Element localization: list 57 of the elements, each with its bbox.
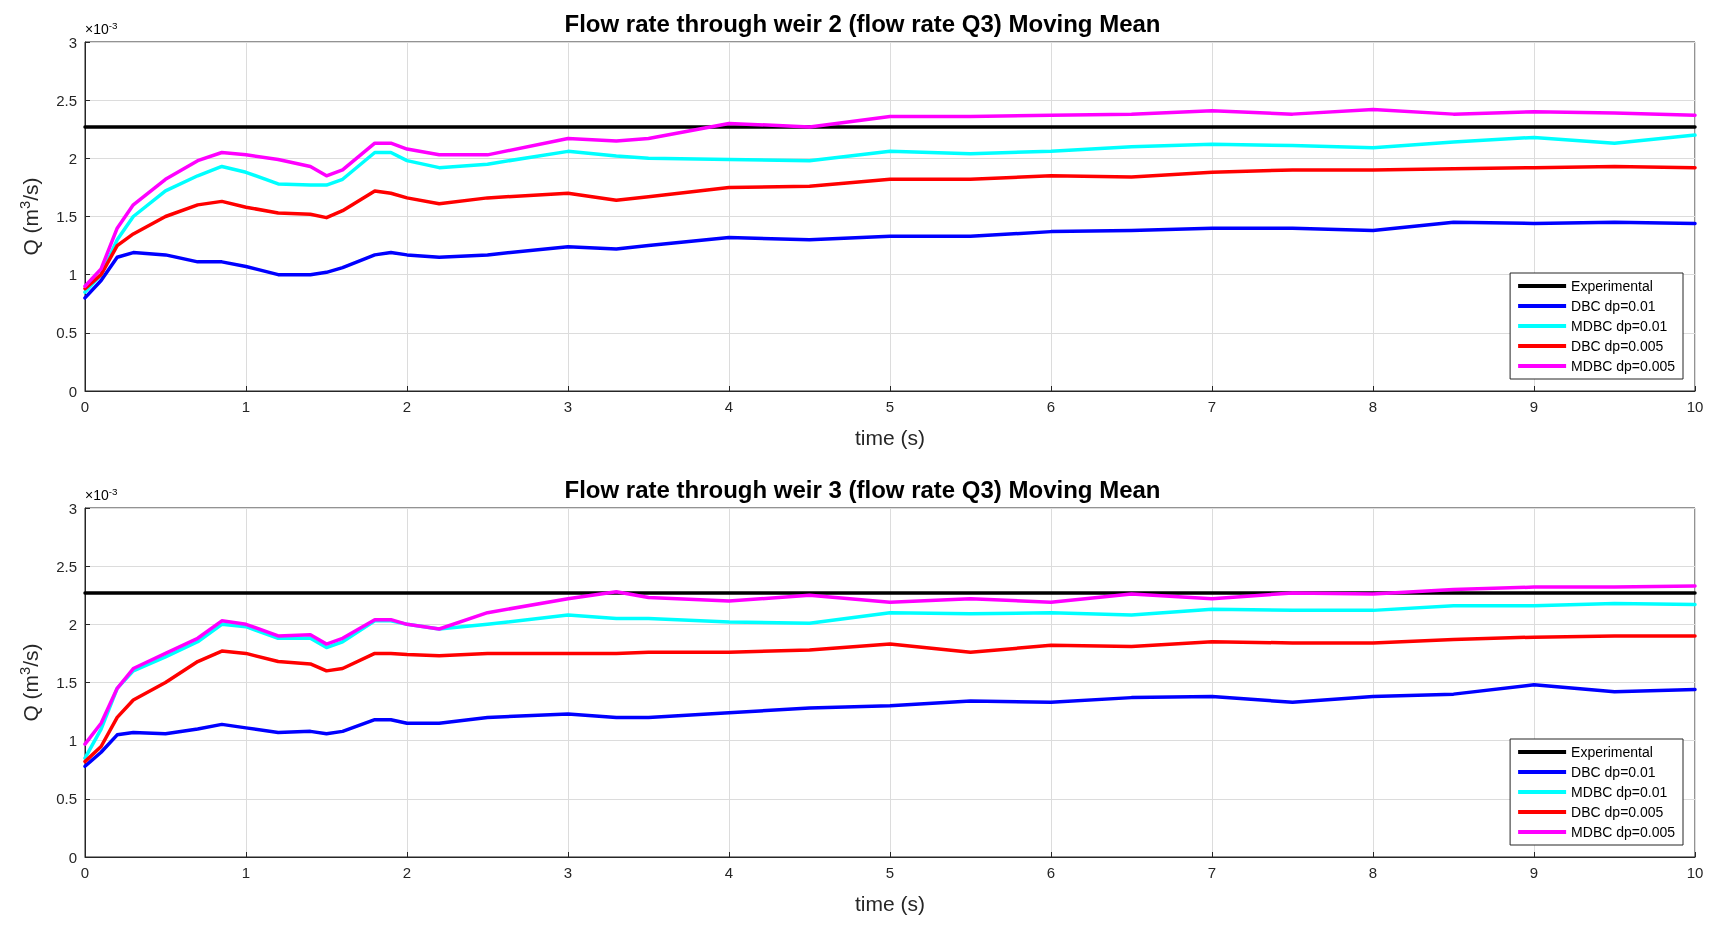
y-tick-label: 2: [68, 615, 77, 633]
x-axis-title: time (s): [855, 892, 925, 915]
x-tick-label: 8: [1368, 864, 1378, 881]
line-series: [83, 220, 1697, 300]
x-tick-label: 9: [1529, 398, 1539, 415]
y-tick-label: 1.5: [56, 674, 77, 691]
legend-label: DBC dp=0.01: [1571, 298, 1656, 314]
x-tick-label: 3: [563, 864, 573, 881]
x-tick-label: 7: [1207, 398, 1217, 415]
x-tick-label: 4: [724, 398, 734, 415]
x-tick-label: 7: [1207, 864, 1217, 881]
legend-label: DBC dp=0.005: [1571, 338, 1664, 354]
y-tick-label: 3: [68, 33, 77, 51]
x-tick-label: 0: [80, 398, 90, 415]
y-tick-label: 1.5: [56, 208, 77, 225]
legend-label: MDBC dp=0.01: [1571, 784, 1668, 800]
x-tick-label: 0: [80, 864, 90, 881]
legend-label: DBC dp=0.01: [1571, 764, 1656, 780]
line-series: [83, 584, 1697, 746]
y-tick-label: 2.5: [56, 557, 77, 575]
legend-label: Experimental: [1571, 744, 1653, 760]
x-tick-label: 10: [1686, 398, 1704, 415]
legend-label: DBC dp=0.005: [1571, 804, 1664, 820]
x-tick-label: 2: [402, 398, 412, 415]
x-tick-label: 1: [241, 398, 251, 415]
x-tick-label: 2: [402, 864, 412, 881]
x-axis-title: time (s): [855, 426, 925, 449]
y-tick-label: 1: [68, 266, 77, 284]
y-tick-label: 0: [68, 848, 77, 866]
x-tick-label: 10: [1686, 864, 1704, 881]
y-tick-label: 1: [68, 732, 77, 750]
y-tick-label: 0.5: [56, 790, 77, 808]
x-tick-label: 6: [1046, 398, 1056, 415]
legend-label: MDBC dp=0.01: [1571, 318, 1668, 334]
x-tick-label: 5: [885, 398, 895, 415]
line-series: [83, 133, 1697, 294]
x-tick-label: 3: [563, 398, 573, 415]
y-tick-label: 2.5: [56, 91, 77, 109]
legend-label: MDBC dp=0.005: [1571, 358, 1676, 374]
y-tick-label: 0.5: [56, 324, 77, 342]
chart-title: Flow rate through weir 2 (flow rate Q3) Moving Mean: [564, 9, 1161, 37]
x-tick-label: 1: [241, 864, 251, 881]
x-tick-label: 4: [724, 864, 734, 881]
legend-label: MDBC dp=0.005: [1571, 824, 1676, 840]
y-axis-title: Q (m3/s): [17, 643, 42, 722]
x-tick-label: 8: [1368, 398, 1378, 415]
y-tick-label: 0: [68, 382, 77, 400]
x-tick-label: 6: [1046, 864, 1056, 881]
y-axis-title: Q (m3/s): [17, 177, 42, 256]
chart-title: Flow rate through weir 3 (flow rate Q3) Moving Mean: [564, 475, 1161, 503]
y-tick-label: 3: [68, 499, 77, 517]
legend-label: Experimental: [1571, 278, 1653, 294]
y-tick-label: 2: [68, 149, 77, 167]
x-tick-label: 9: [1529, 864, 1539, 881]
line-series: [83, 601, 1697, 760]
line-series: [83, 634, 1697, 764]
x-tick-label: 5: [885, 864, 895, 881]
